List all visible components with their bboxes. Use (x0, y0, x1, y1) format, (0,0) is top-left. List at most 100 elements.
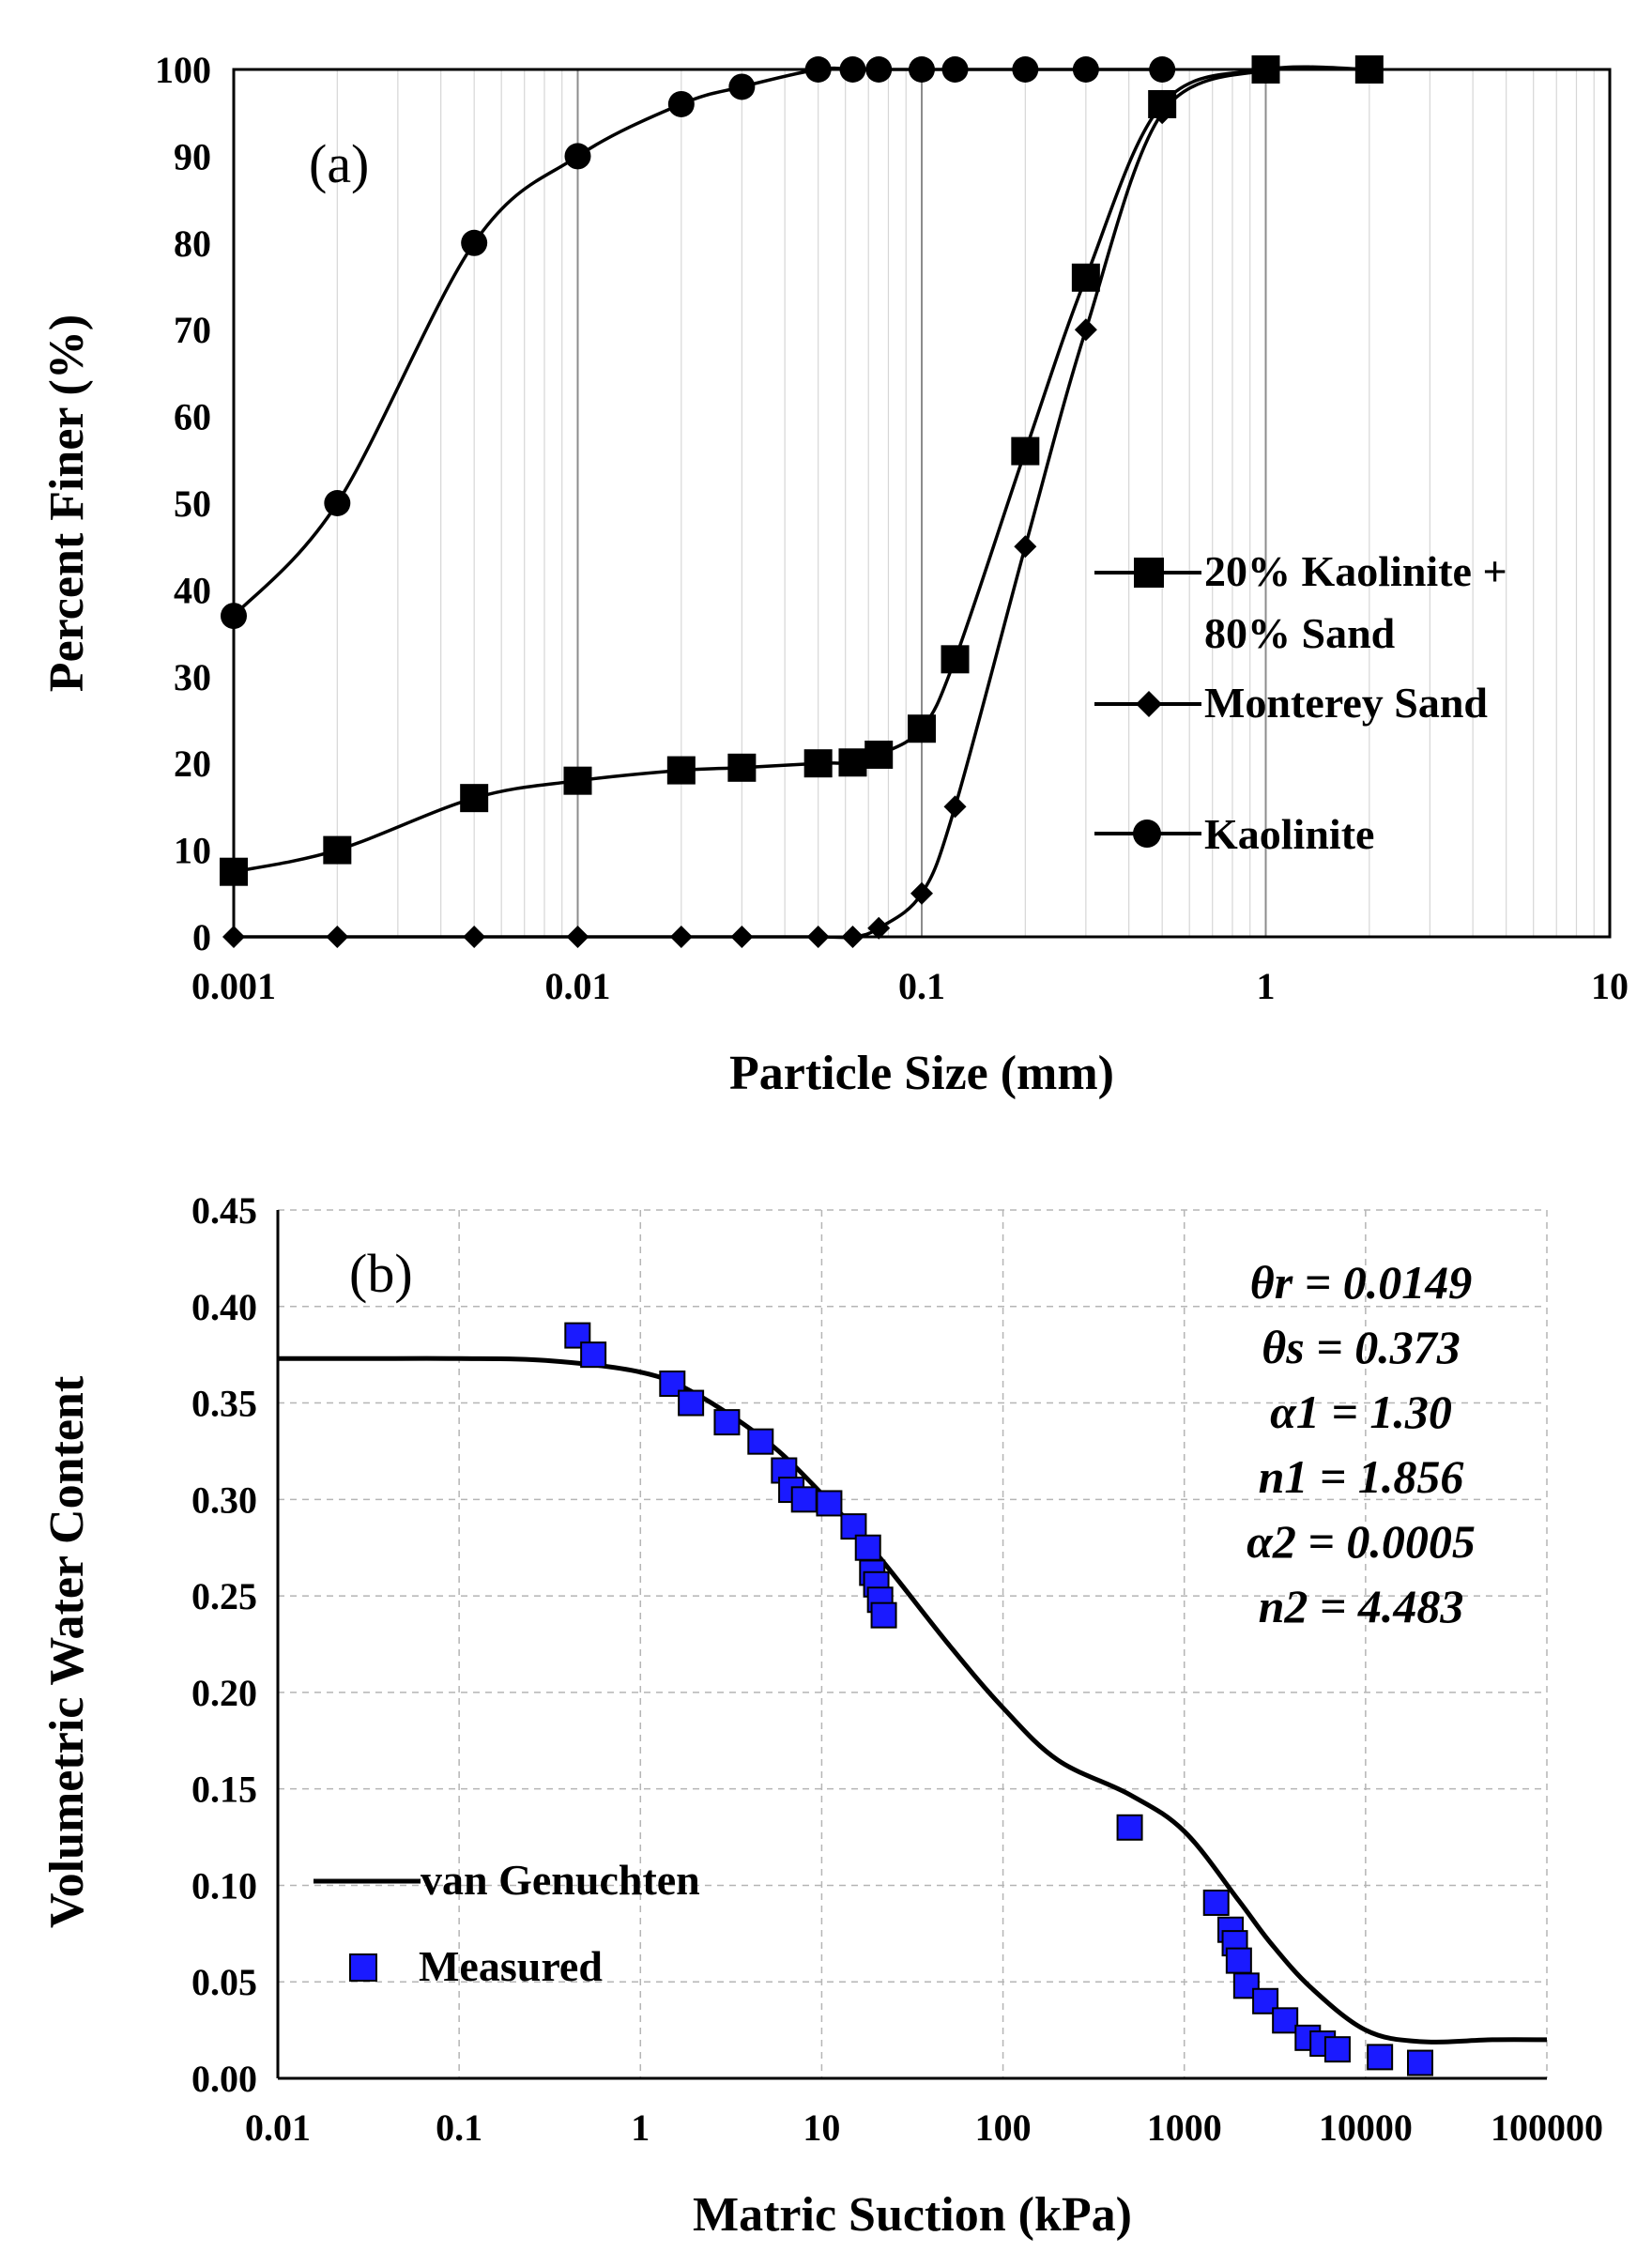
panel-b-y-tick-label: 0.40 (191, 1286, 257, 1328)
data-point-20-kaolinite-80-sand (1011, 437, 1040, 466)
panel-b-y-axis-title: Volumetric Water Content (40, 1375, 94, 1928)
panel-a-gridlines (336, 69, 1595, 937)
panel-b-y-tick-label: 0.00 (191, 2058, 257, 2100)
data-point-monterey-sand (1014, 535, 1037, 559)
data-point-20-kaolinite-80-sand (220, 857, 248, 886)
panel-a-y-tick-label: 70 (174, 309, 211, 351)
series-line-kaolinite (232, 66, 1163, 618)
data-point-kaolinite (461, 229, 488, 256)
data-point-kaolinite (941, 56, 969, 83)
panel-a-legend: 20% Kaolinite + 80% Sand Monterey Sand K… (1094, 547, 1507, 858)
data-point-measured (816, 1490, 843, 1517)
panel-a-y-tick-label: 40 (174, 569, 211, 611)
data-point-kaolinite (564, 143, 591, 170)
data-point-measured (1367, 2044, 1394, 2071)
legend-label-kaolinite-sand-mix-line2: 80% Sand (1204, 609, 1396, 657)
panel-a-y-tick-label: 100 (155, 49, 211, 91)
panel-b-y-tick-label: 0.10 (191, 1864, 257, 1907)
panel-b-y-tick-labels: 0.00 0.05 0.10 0.15 0.20 0.25 0.30 0.35 0.40 0.45 (191, 1189, 257, 2100)
panel-b-legend: van Genuchten Measured (314, 1856, 700, 1990)
panel-b-y-tick-label: 0.30 (191, 1478, 257, 1521)
data-point-monterey-sand (1074, 318, 1097, 342)
param-n-1: n1 = 1.856 (1259, 1450, 1464, 1503)
data-point-20-kaolinite-80-sand (666, 756, 696, 785)
data-point-measured (1225, 1947, 1252, 1974)
data-point-monterey-sand (841, 926, 864, 948)
data-point-measured (1272, 2007, 1299, 2034)
panel-b-y-tick-label: 0.35 (191, 1383, 257, 1425)
data-point-kaolinite (1012, 56, 1039, 83)
data-point-monterey-sand (730, 926, 754, 948)
panel-a-y-tick-label: 30 (174, 656, 211, 698)
data-point-measured (854, 1534, 881, 1561)
panel-b-x-tick-label: 0.1 (436, 2106, 482, 2149)
panel-b-x-tick-label: 100000 (1491, 2106, 1603, 2149)
data-point-monterey-sand (669, 926, 693, 948)
panel-b-x-axis-title: Matric Suction (kPa) (693, 2188, 1132, 2242)
legend-label-measured: Measured (419, 1942, 603, 1990)
panel-a-y-tick-label: 60 (174, 396, 211, 438)
data-point-kaolinite (909, 56, 935, 83)
data-point-measured (678, 1389, 705, 1417)
param-alpha-2: α2 = 0.0005 (1247, 1515, 1476, 1568)
panel-b-x-tick-label: 10 (803, 2106, 840, 2149)
panel-a-y-tick-label: 0 (192, 916, 211, 958)
panel-b-label: (b) (349, 1243, 413, 1304)
data-point-measured (1406, 2049, 1433, 2076)
legend-marker-circle (1133, 819, 1161, 848)
panel-b-fit-parameters: θr = 0.0149 θs = 0.373 α1 = 1.30 n1 = 1.… (1247, 1256, 1476, 1632)
data-point-monterey-sand (1254, 58, 1277, 81)
legend-marker-diamond (1136, 691, 1162, 717)
legend-label-kaolinite: Kaolinite (1204, 810, 1374, 858)
series-line-van-genuchten (277, 1356, 1548, 2045)
data-point-measured (1116, 1814, 1143, 1841)
data-point-20-kaolinite-80-sand (323, 835, 352, 865)
data-point-20-kaolinite-80-sand (727, 753, 757, 782)
param-alpha-1: α1 = 1.30 (1270, 1386, 1452, 1438)
legend-marker-measured (349, 1953, 377, 1982)
panel-b-x-tick-label: 1 (631, 2106, 650, 2149)
panel-b-y-tick-label: 0.15 (191, 1769, 257, 1811)
data-point-monterey-sand (806, 926, 830, 948)
panel-b-fit-curve (277, 1356, 1548, 2045)
data-point-20-kaolinite-80-sand (908, 714, 936, 743)
data-point-20-kaolinite-80-sand (460, 784, 489, 813)
data-point-20-kaolinite-80-sand (838, 748, 867, 777)
data-point-20-kaolinite-80-sand (864, 740, 894, 769)
data-point-monterey-sand (463, 926, 486, 948)
data-point-kaolinite (324, 490, 351, 516)
legend-entry-monterey-sand: Monterey Sand (1094, 679, 1488, 727)
panel-b-x-tick-label: 1000 (1147, 2106, 1222, 2149)
panel-b-gridlines (278, 1209, 1548, 2078)
panel-b-x-tick-label: 10000 (1319, 2106, 1413, 2149)
data-point-kaolinite (865, 56, 893, 83)
data-point-20-kaolinite-80-sand (803, 749, 833, 778)
panel-a-x-tick-label: 0.001 (191, 965, 276, 1007)
panel-a-x-tick-label: 1 (1257, 965, 1276, 1007)
param-theta-r: θr = 0.0149 (1250, 1256, 1472, 1309)
data-point-20-kaolinite-80-sand (563, 766, 592, 795)
panel-a-y-tick-label: 20 (174, 743, 211, 785)
data-point-measured (790, 1486, 818, 1513)
panel-b-y-tick-label: 0.20 (191, 1672, 257, 1714)
panel-a-y-tick-label: 50 (174, 483, 211, 525)
data-point-kaolinite (804, 56, 832, 83)
data-point-monterey-sand (943, 795, 967, 819)
data-point-measured (747, 1428, 774, 1455)
data-point-measured (870, 1601, 897, 1629)
legend-entry-kaolinite-sand-mix: 20% Kaolinite + 80% Sand (1094, 547, 1507, 657)
data-point-kaolinite (221, 603, 247, 630)
panel-b-y-tick-label: 0.25 (191, 1575, 257, 1617)
data-point-monterey-sand (566, 926, 589, 948)
data-point-20-kaolinite-80-sand (1071, 263, 1100, 292)
data-point-monterey-sand (910, 881, 933, 905)
data-point-measured (1323, 2036, 1351, 2063)
data-point-kaolinite (839, 56, 866, 83)
panel-a-y-tick-label: 80 (174, 222, 211, 265)
data-point-kaolinite (667, 90, 695, 117)
panel-a-y-tick-labels: 0 10 20 30 40 50 60 70 80 90 100 (155, 49, 211, 958)
data-point-kaolinite (728, 73, 756, 100)
panel-b-x-tick-labels: 0.01 0.1 1 10 100 1000 10000 100000 (245, 2106, 1603, 2149)
legend-entry-kaolinite: Kaolinite (1094, 810, 1374, 858)
